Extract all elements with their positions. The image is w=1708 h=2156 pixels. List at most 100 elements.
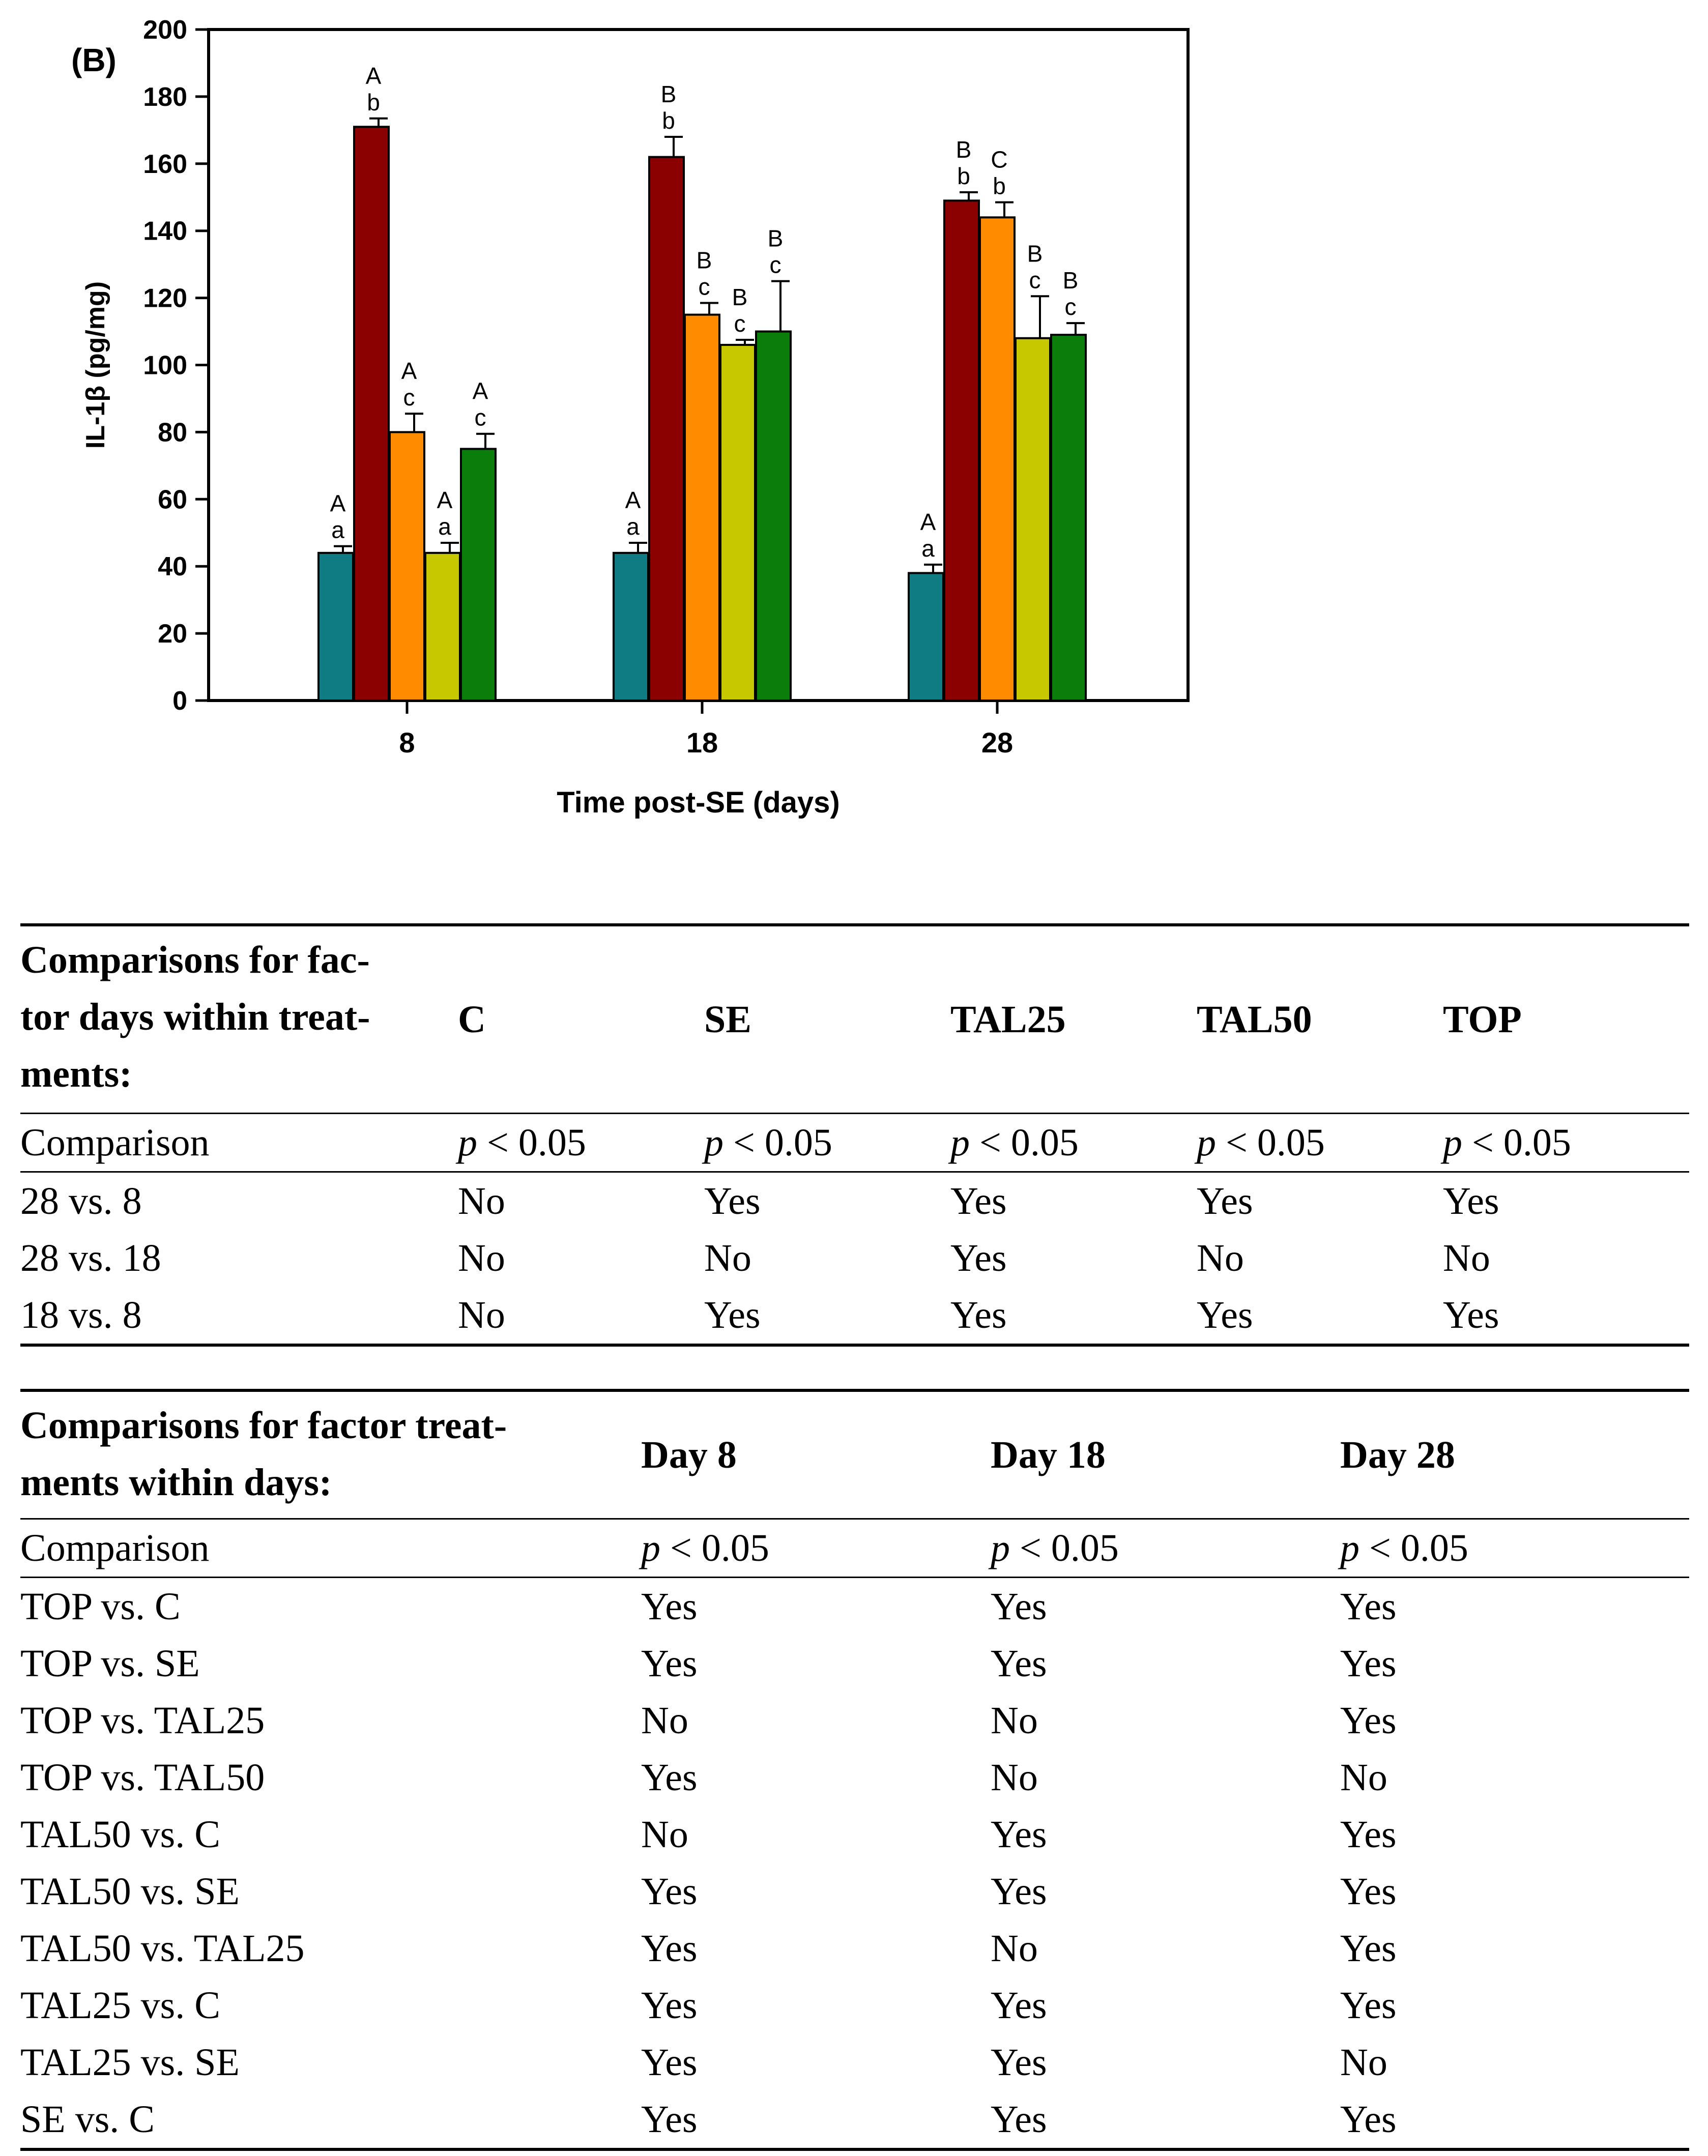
table-cell: No [458, 1171, 704, 1230]
significance-letter-upper: A [330, 490, 346, 517]
table-cell: Yes [991, 1813, 1047, 1856]
row-label: TOP vs. SE [20, 1642, 200, 1685]
y-tick-label: 100 [143, 351, 187, 381]
table-cell: No [1340, 1756, 1387, 1799]
table-cell: Yes [991, 1870, 1047, 1913]
p-symbol: p [1443, 1121, 1462, 1164]
pvalue-header: p < 0.05 [1197, 1113, 1443, 1172]
table-cell: Yes [991, 1984, 1047, 2027]
bar [684, 313, 720, 702]
table-cell: Yes [1340, 1984, 1397, 2027]
y-tick-label: 40 [158, 552, 187, 581]
significance-letter-lower: b [993, 173, 1006, 199]
significance-letter-lower: c [699, 273, 710, 300]
significance-letter-upper: A [473, 378, 488, 404]
x-axis: 8 18 28 [399, 701, 1013, 759]
x-tick-label: 8 [399, 726, 415, 759]
bar [1015, 337, 1051, 702]
pvalue-header: p < 0.05 [950, 1113, 1197, 1172]
table-title-line: ments: [20, 1053, 132, 1095]
significance-letter-upper: B [697, 247, 712, 273]
table-header-row: Comparisons for fac- tor days within tre… [20, 923, 1689, 1114]
row-label: TAL50 vs. SE [20, 1870, 240, 1913]
table-cell: Yes [1340, 1870, 1397, 1913]
panel-label: (B) [71, 42, 117, 78]
table-row: TAL50 vs. SE Yes Yes Yes [20, 1863, 1689, 1920]
bar [353, 126, 390, 702]
bar [755, 330, 792, 702]
pvalue-header: p < 0.05 [704, 1113, 950, 1172]
significance-letter-lower: a [331, 517, 344, 543]
table-cell: Yes [991, 2041, 1047, 2084]
bar [943, 199, 980, 702]
table-cell: Yes [991, 2091, 1340, 2151]
table-cell: No [991, 1756, 1038, 1799]
p-threshold: < 0.05 [1216, 1121, 1325, 1164]
table-cell: No [641, 1813, 688, 1856]
significance-letter-lower: b [957, 163, 970, 189]
significance-letter-upper: C [991, 147, 1007, 173]
row-label: TAL50 vs. TAL25 [20, 1927, 305, 1970]
table-cell: Yes [1197, 1171, 1443, 1230]
p-symbol: p [704, 1121, 723, 1164]
table-row: TAL25 vs. SE Yes Yes No [20, 2034, 1689, 2091]
table-row: 18 vs. 8 No Yes Yes Yes Yes [20, 1287, 1689, 1347]
significance-letter-lower: c [1065, 294, 1077, 320]
table-row: TAL25 vs. C Yes Yes Yes [20, 1977, 1689, 2034]
row-label: TAL50 vs. C [20, 1813, 220, 1856]
significance-letter-lower: b [662, 107, 675, 134]
y-tick-label: 60 [158, 485, 187, 514]
table-cell: Yes [704, 1171, 950, 1230]
row-label: TOP vs. C [20, 1577, 641, 1635]
table-subheader-row: Comparison p < 0.05 p < 0.05 p < 0.05 [20, 1518, 1689, 1578]
p-threshold: < 0.05 [1462, 1121, 1571, 1164]
column-header: TAL50 [1197, 923, 1443, 1114]
table-title-line: Comparisons for fac- [20, 939, 370, 981]
table-cell: No [1443, 1236, 1490, 1279]
significance-letter-upper: B [956, 136, 972, 163]
table-title-line: ments within days: [20, 1461, 332, 1504]
table-cell: Yes [1340, 1577, 1689, 1635]
column-header: TOP [1443, 923, 1689, 1114]
bar [389, 431, 425, 702]
column-header: C [458, 923, 704, 1114]
x-tick-label: 28 [981, 726, 1013, 759]
table-cell: No [704, 1236, 751, 1279]
table-row: TOP vs. C Yes Yes Yes [20, 1577, 1689, 1635]
subheader-label: Comparison [20, 1518, 641, 1578]
p-symbol: p [991, 1526, 1010, 1569]
y-axis: 0 20 40 60 80 100 120 140 160 180 200 [143, 15, 209, 716]
table-title-line: tor days within treat- [20, 996, 370, 1038]
x-axis-label: Time post-SE (days) [557, 786, 840, 819]
column-header: TAL25 [950, 923, 1197, 1114]
table-cell: No [458, 1236, 505, 1279]
table-cell: Yes [1443, 1287, 1689, 1347]
table-row: TAL50 vs. C No Yes Yes [20, 1806, 1689, 1863]
p-threshold: < 0.05 [723, 1121, 832, 1164]
table-cell: Yes [641, 1927, 698, 1970]
table-cell: No [1340, 2041, 1387, 2084]
bar [908, 572, 944, 702]
p-threshold: < 0.05 [1359, 1526, 1468, 1569]
significance-letter-upper: B [732, 284, 748, 310]
significance-letter-upper: B [1027, 240, 1043, 267]
significance-letter-upper: A [437, 487, 453, 513]
bar [317, 551, 354, 702]
table-cell: Yes [991, 1577, 1340, 1635]
bar [424, 551, 461, 702]
p-threshold: < 0.05 [970, 1121, 1079, 1164]
y-tick-label: 0 [172, 686, 187, 716]
subheader-label: Comparison [20, 1113, 458, 1172]
y-tick-label: 200 [143, 15, 187, 45]
column-header: Day 28 [1340, 1389, 1689, 1519]
pvalue-header: p < 0.05 [641, 1518, 991, 1578]
significance-letter-upper: B [768, 225, 784, 252]
table-cell: Yes [991, 1642, 1047, 1685]
table-cell: Yes [950, 1236, 1007, 1279]
y-tick-label: 140 [143, 217, 187, 246]
table-cell: No [991, 1927, 1038, 1970]
pvalue-header: p < 0.05 [991, 1518, 1340, 1578]
significance-letter-lower: c [1029, 267, 1041, 293]
